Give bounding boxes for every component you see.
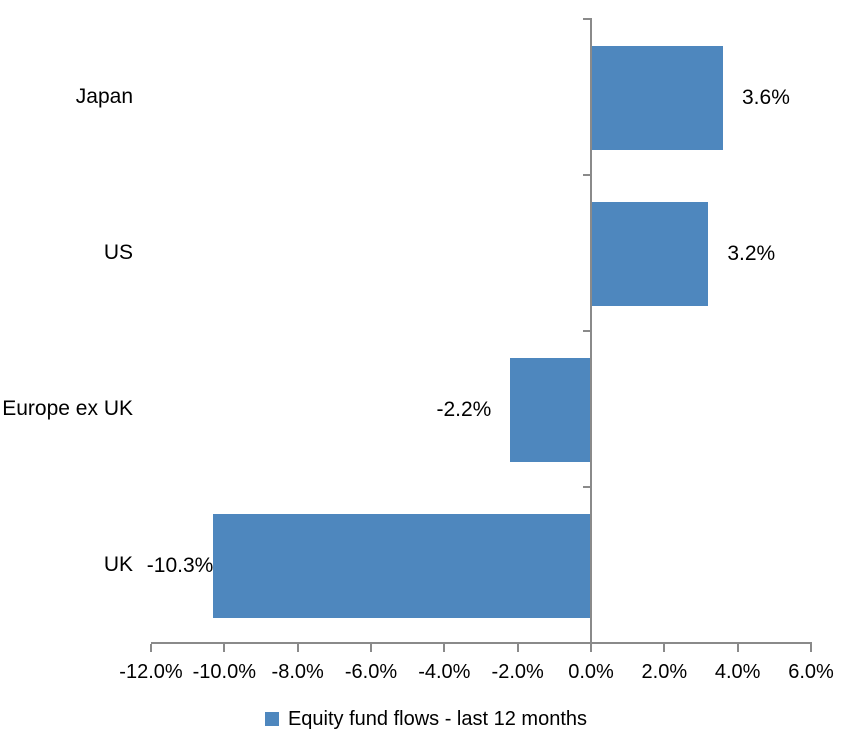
x-axis-tick bbox=[590, 644, 592, 652]
x-axis-tick-label-10-0: -10.0% bbox=[192, 661, 257, 683]
x-axis-tick-label-0-0: 0.0% bbox=[568, 661, 614, 683]
bar-value-label-us: 3.2% bbox=[727, 242, 776, 265]
y-axis-tick bbox=[583, 174, 591, 176]
category-label-europe-ex-uk: Europe ex UK bbox=[2, 397, 133, 420]
bar-value-label-uk: -10.3% bbox=[146, 554, 214, 577]
x-axis-tick bbox=[296, 644, 299, 652]
y-axis-tick bbox=[583, 18, 591, 20]
x-axis-tick-label-6-0: 6.0% bbox=[788, 661, 834, 683]
x-axis-tick bbox=[443, 644, 446, 652]
x-axis-line bbox=[150, 642, 812, 644]
x-axis-tick bbox=[516, 644, 519, 652]
x-axis-tick-label-4-0: 4.0% bbox=[714, 661, 761, 683]
category-label-japan: Japan bbox=[75, 85, 133, 108]
x-axis-tick bbox=[810, 644, 812, 652]
legend: Equity fund flows - last 12 months bbox=[0, 704, 852, 734]
x-axis-tick bbox=[149, 644, 152, 652]
x-axis-tick-label-4-0: -4.0% bbox=[418, 661, 471, 683]
legend-series-marker-icon bbox=[264, 712, 279, 726]
bar-value-label-japan: 3.6% bbox=[742, 86, 790, 109]
bar-us bbox=[591, 202, 709, 306]
bar-uk bbox=[213, 514, 591, 618]
x-axis-tick-label-8-0: -8.0% bbox=[271, 661, 324, 683]
x-axis-tick bbox=[369, 644, 372, 652]
x-axis-tick-label-6-0: -6.0% bbox=[344, 661, 398, 683]
y-axis-line bbox=[590, 18, 592, 644]
x-axis-tick bbox=[736, 644, 739, 652]
y-axis-tick bbox=[583, 330, 591, 332]
bar-europe-ex-uk bbox=[510, 358, 591, 462]
x-axis-tick-label-2-0: 2.0% bbox=[641, 661, 688, 683]
bar-japan bbox=[591, 46, 723, 150]
x-axis-tick-label-12-0: -12.0% bbox=[119, 661, 183, 683]
category-label-uk: UK bbox=[103, 553, 133, 576]
bar-value-label-europe-ex-uk: -2.2% bbox=[436, 398, 492, 421]
x-axis-tick bbox=[663, 644, 666, 652]
category-label-us: US bbox=[103, 241, 133, 264]
y-axis-tick bbox=[583, 486, 591, 488]
x-axis-tick-label-2-0: -2.0% bbox=[491, 661, 544, 683]
x-axis-tick bbox=[223, 644, 226, 652]
legend-series-label: Equity fund flows - last 12 months bbox=[287, 708, 588, 730]
